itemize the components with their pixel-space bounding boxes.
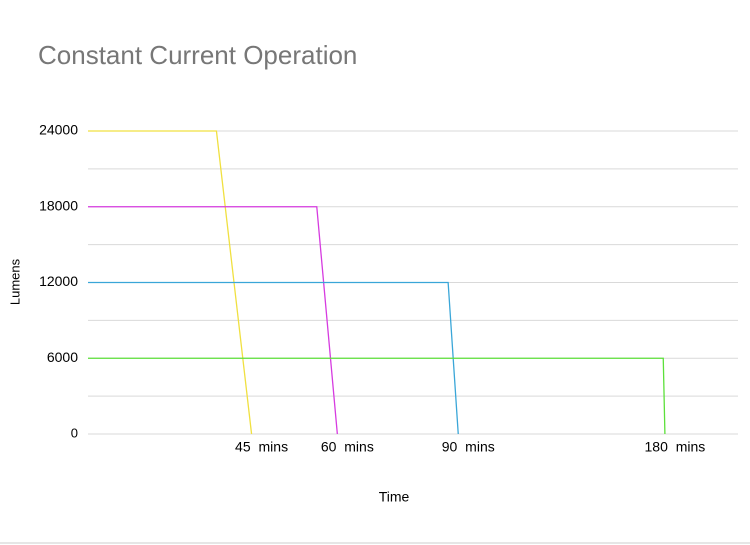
x-tick-label: 45 mins: [235, 439, 288, 455]
series-line: [88, 281, 459, 435]
y-tick-label: 6000: [47, 349, 78, 365]
x-axis-label: Time: [379, 489, 410, 505]
x-tick-label: 180 mins: [645, 439, 706, 455]
y-tick-label: 12000: [39, 273, 78, 289]
x-tick-label: 60 mins: [321, 439, 374, 455]
y-axis-label: Lumens: [7, 258, 22, 305]
x-tick-label: 90 mins: [442, 439, 495, 455]
y-tick-label: 0: [71, 425, 78, 440]
y-tick-label: 18000: [39, 197, 78, 213]
y-tick-label: 24000: [39, 122, 78, 138]
series-line: [88, 357, 666, 435]
chart-title: Constant Current Operation: [38, 40, 357, 70]
series-line: [88, 130, 253, 435]
